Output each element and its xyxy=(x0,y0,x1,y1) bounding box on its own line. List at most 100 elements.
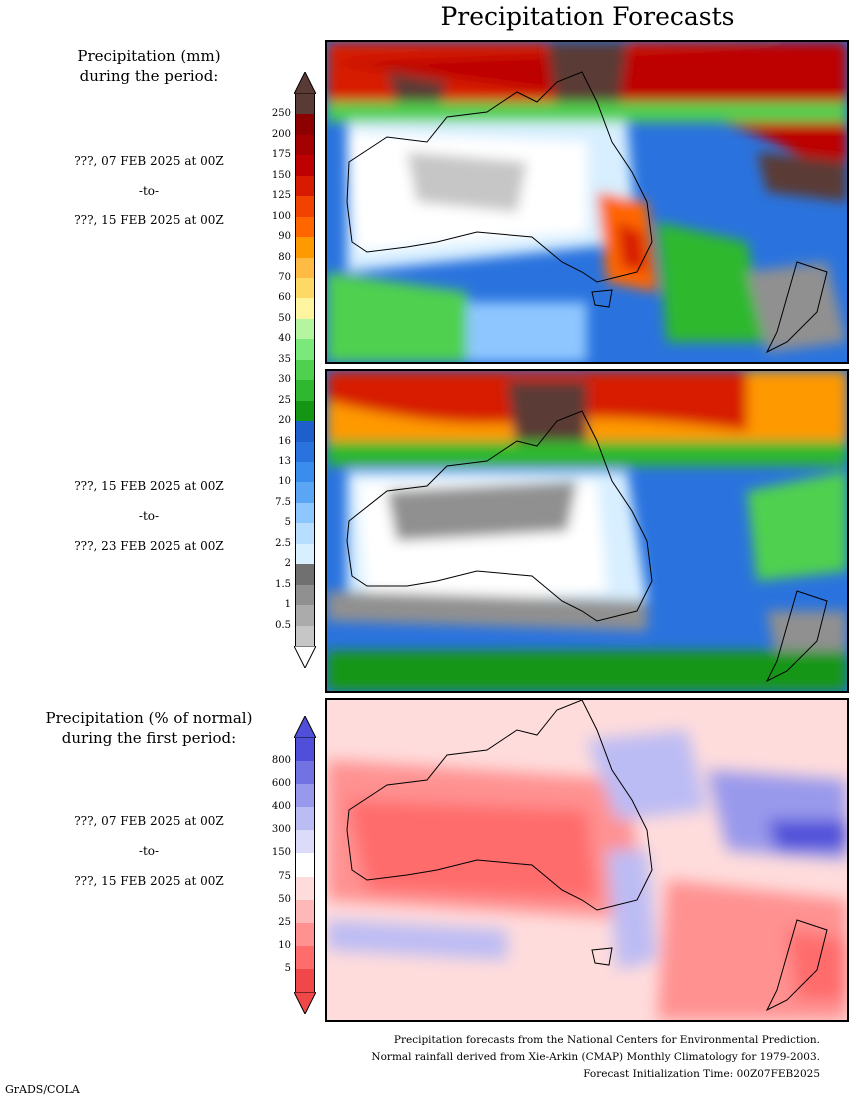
mm-colorbar-swatch xyxy=(295,298,315,320)
mm-colorbar-swatch xyxy=(295,462,315,483)
mm-colorbar-tick-label: 25 xyxy=(278,394,291,406)
mm-colorbar-tick-label: 100 xyxy=(271,210,291,222)
mm-colorbar-swatch xyxy=(295,441,315,463)
pct-colorbar-swatch xyxy=(295,968,315,993)
pct-colorbar-tick-label: 25 xyxy=(278,916,291,928)
mm-colorbar-tick-label: 16 xyxy=(278,435,291,447)
pct-colorbar-tick-label: 5 xyxy=(284,962,291,974)
mm-colorbar-swatch xyxy=(295,523,315,545)
period3-sep: -to- xyxy=(138,844,160,858)
mm-colorbar-tick-label: 80 xyxy=(278,251,291,263)
mm-colorbar-swatch xyxy=(295,625,315,647)
pct-colorbar-tick-label: 50 xyxy=(278,893,291,905)
mm-colorbar-tick-label: 35 xyxy=(278,353,291,365)
mm-colorbar-tick-label: 5 xyxy=(284,517,291,529)
map-panel-week1 xyxy=(325,40,849,364)
mm-colorbar-tick-label: 250 xyxy=(271,108,291,120)
mm-colorbar-swatch xyxy=(295,237,315,259)
legend-mm-title-line2: during the period: xyxy=(79,67,219,85)
mm-colorbar-swatch xyxy=(295,216,315,238)
pct-colorbar-swatch xyxy=(295,830,315,854)
mm-colorbar-swatch xyxy=(295,134,315,156)
mm-colorbar-swatch xyxy=(295,502,315,524)
legend-pct-title-line1: Precipitation (% of normal) xyxy=(45,709,253,727)
pct-colorbar-tick-label: 75 xyxy=(278,870,291,882)
pct-colorbar-tick-label: 300 xyxy=(271,824,291,836)
pct-colorbar-tick-label: 10 xyxy=(278,939,291,951)
mm-colorbar-tick-label: 1 xyxy=(284,599,291,611)
mm-colorbar-tick-label: 10 xyxy=(278,476,291,488)
mm-colorbar-tick-label: 50 xyxy=(278,312,291,324)
footer-line1: Precipitation forecasts from the Nationa… xyxy=(393,1034,820,1046)
footer-line3: Forecast Initialization Time: 00Z07FEB20… xyxy=(583,1068,820,1080)
mm-colorbar-tick-label: 200 xyxy=(271,128,291,140)
period2-from: ???, 15 FEB 2025 at 00Z xyxy=(74,479,224,493)
mm-colorbar-tick-label: 2.5 xyxy=(275,537,291,549)
pct-colorbar-swatch xyxy=(295,738,315,762)
mm-colorbar-swatch xyxy=(295,605,315,627)
legend-pct-title: Precipitation (% of normal) during the f… xyxy=(10,708,288,748)
mm-colorbar-tick-label: 125 xyxy=(271,190,291,202)
mm-colorbar-tick-label: 13 xyxy=(278,456,291,467)
pct-colorbar-tick-label: 800 xyxy=(271,755,291,767)
pct-colorbar-top-arrow xyxy=(294,716,316,738)
mm-colorbar-swatch xyxy=(295,257,315,279)
period1-from: ???, 07 FEB 2025 at 00Z xyxy=(74,154,224,168)
period2-sep: -to- xyxy=(138,509,160,523)
map-panel-week2 xyxy=(325,369,849,693)
mm-colorbar-bottom-arrow xyxy=(294,646,316,668)
mm-colorbar-swatch xyxy=(295,94,315,115)
mm-colorbar-tick-label: 7.5 xyxy=(275,496,291,508)
mm-colorbar-swatch xyxy=(295,114,315,136)
mm-colorbar-tick-label: 20 xyxy=(278,415,291,427)
mm-colorbar-swatch xyxy=(295,339,315,361)
mm-colorbar-tick-label: 175 xyxy=(271,149,291,161)
legend-mm-title-line1: Precipitation (mm) xyxy=(77,47,221,65)
pct-colorbar-tick-label: 400 xyxy=(271,801,291,813)
mm-colorbar-swatch xyxy=(295,400,315,422)
period1-to: ???, 15 FEB 2025 at 00Z xyxy=(74,213,224,227)
mm-colorbar-tick-label: 40 xyxy=(278,333,291,345)
page-title: Precipitation Forecasts xyxy=(440,2,735,31)
mm-colorbar-tick-label: 90 xyxy=(278,231,291,243)
period3-from: ???, 07 FEB 2025 at 00Z xyxy=(74,814,224,828)
mm-colorbar-swatch xyxy=(295,543,315,565)
period3-to: ???, 15 FEB 2025 at 00Z xyxy=(74,874,224,888)
period1-sep: -to- xyxy=(138,184,160,198)
mm-colorbar-tick-label: 1.5 xyxy=(275,578,291,590)
pct-colorbar-swatch xyxy=(295,807,315,831)
period2-to: ???, 23 FEB 2025 at 00Z xyxy=(74,539,224,553)
pct-colorbar-swatch xyxy=(295,922,315,947)
mm-colorbar-swatch xyxy=(295,359,315,381)
pct-colorbar-swatch xyxy=(295,784,315,808)
mm-colorbar-swatch xyxy=(295,155,315,177)
pct-colorbar-swatch xyxy=(295,899,315,924)
pct-colorbar-swatch xyxy=(295,876,315,901)
precip-pct-colorbar xyxy=(294,716,317,1014)
map-panel-percent-normal xyxy=(325,698,849,1022)
mm-colorbar-swatch xyxy=(295,564,315,586)
grads-credit: GrADS/COLA xyxy=(5,1083,80,1096)
mm-colorbar-tick-label: 60 xyxy=(278,292,291,304)
mm-colorbar-tick-label: 0.5 xyxy=(275,619,291,631)
mm-colorbar-swatch xyxy=(295,421,315,443)
mm-colorbar-swatch xyxy=(295,380,315,402)
mm-colorbar-tick-label: 70 xyxy=(278,272,291,283)
footer-line2: Normal rainfall derived from Xie-Arkin (… xyxy=(371,1051,820,1063)
mm-colorbar-swatch xyxy=(295,584,315,606)
pct-colorbar-swatch xyxy=(295,761,315,785)
mm-colorbar-tick-label: 2 xyxy=(284,558,291,570)
mm-colorbar-tick-label: 30 xyxy=(278,374,291,386)
mm-colorbar-tick-label: 150 xyxy=(271,169,291,181)
mm-colorbar-swatch xyxy=(295,278,315,299)
legend-pct-title-line2: during the first period: xyxy=(61,729,237,747)
precip-mm-colorbar xyxy=(294,72,317,668)
mm-colorbar-swatch xyxy=(295,196,315,218)
pct-colorbar-tick-label: 600 xyxy=(271,778,291,790)
pct-colorbar-swatch xyxy=(295,853,315,878)
mm-colorbar-swatch xyxy=(295,318,315,340)
pct-colorbar-bottom-arrow xyxy=(294,992,316,1014)
legend-mm-title: Precipitation (mm) during the period: xyxy=(10,46,288,86)
pct-colorbar-tick-label: 150 xyxy=(271,847,291,859)
mm-colorbar-top-arrow xyxy=(294,72,316,94)
